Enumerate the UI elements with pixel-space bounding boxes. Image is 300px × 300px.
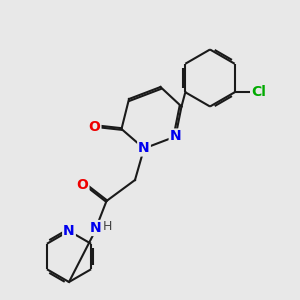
Text: O: O (76, 178, 88, 192)
Text: O: O (88, 120, 101, 134)
Text: N: N (90, 221, 102, 235)
Text: Cl: Cl (251, 85, 266, 99)
Text: N: N (170, 130, 181, 143)
Text: N: N (63, 224, 75, 238)
Text: N: N (138, 142, 150, 155)
Text: H: H (103, 220, 112, 233)
